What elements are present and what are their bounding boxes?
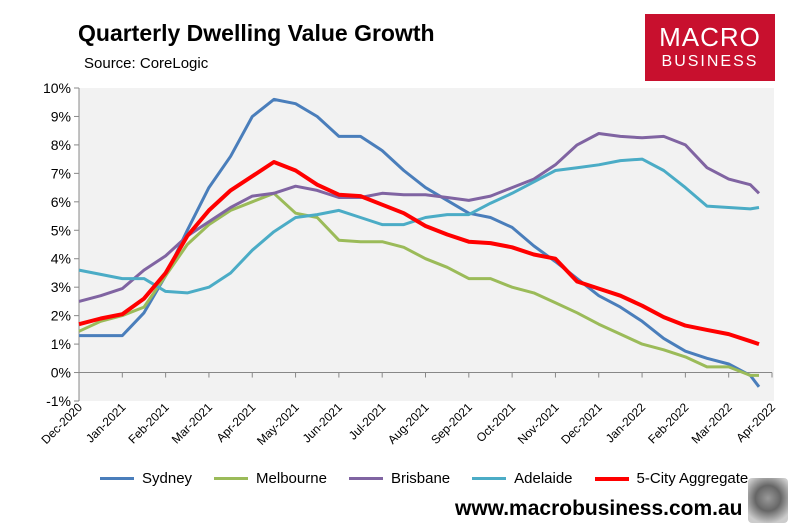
x-tick-label: Oct-2021 — [473, 400, 518, 445]
x-tick-label: Jan-2021 — [83, 400, 129, 446]
y-tick-label: 6% — [51, 194, 71, 210]
legend-label: 5-City Aggregate — [636, 470, 749, 487]
y-tick-label: 5% — [51, 222, 71, 238]
legend-swatch — [594, 476, 629, 481]
macrobusiness-logo: MACRO BUSINESS — [645, 14, 775, 81]
x-tick-label: Apr-2021 — [214, 400, 259, 445]
x-tick-label: Nov-2021 — [515, 400, 562, 447]
legend-item: Brisbane — [348, 470, 451, 487]
chart-title: Quarterly Dwelling Value Growth — [78, 20, 435, 46]
series-line-5-city-aggregate — [78, 160, 760, 346]
legend-label: Melbourne — [256, 470, 327, 487]
legend-item: Sydney — [100, 470, 192, 487]
legend-label: Brisbane — [390, 470, 451, 487]
y-tick-label: 10% — [43, 80, 71, 96]
series-line-adelaide — [78, 157, 760, 295]
legend-swatch — [100, 477, 134, 480]
x-tick-label: Apr-2022 — [733, 400, 778, 445]
x-tick-label: Mar-2022 — [689, 400, 735, 446]
y-tick-label: 9% — [51, 108, 71, 124]
x-tick-label: Aug-2021 — [385, 400, 432, 447]
legend-label: Adelaide — [514, 470, 573, 487]
legend-swatch — [214, 477, 249, 480]
legend-swatch — [472, 477, 507, 480]
y-tick-label: 0% — [51, 365, 71, 381]
y-tick-label: 8% — [51, 137, 71, 153]
x-tick-label: Dec-2021 — [558, 400, 605, 447]
y-tick-label: 1% — [51, 336, 71, 352]
x-tick-label: Jan-2022 — [603, 400, 649, 446]
legend: Sydney Melbourne Brisbane Adelaide 5-City Ag… — [100, 470, 770, 487]
series-line-brisbane — [78, 132, 761, 303]
y-tick-label: 3% — [51, 279, 71, 295]
x-tick-label: Mar-2021 — [169, 400, 215, 446]
footer-url: www.macrobusiness.com.au — [455, 497, 743, 520]
y-tick-label: 7% — [51, 165, 71, 181]
series-line-sydney — [79, 97, 761, 388]
y-tick-label: -1% — [46, 393, 71, 409]
legend-label: Sydney — [142, 470, 193, 487]
y-tick-label: 2% — [51, 308, 71, 324]
legend-item: Melbourne — [214, 470, 327, 487]
x-tick-label: Sep-2021 — [428, 400, 475, 447]
x-tick-label: May-2021 — [254, 400, 302, 448]
x-tick-label: Jun-2021 — [300, 400, 346, 446]
series-line-melbourne — [78, 191, 759, 377]
x-tick-label: Feb-2021 — [126, 400, 172, 446]
chart-subtitle: Source: CoreLogic — [84, 55, 209, 72]
wolf-image — [748, 478, 788, 523]
legend-swatch — [348, 477, 383, 480]
logo-line1: MACRO — [659, 22, 761, 52]
legend-item: Adelaide — [472, 470, 573, 487]
x-tick-label: Jul-2021 — [346, 400, 389, 443]
logo-line2: BUSINESS — [661, 53, 759, 70]
legend-item: 5-City Aggregate — [594, 470, 749, 487]
x-tick-label: Feb-2022 — [645, 400, 691, 446]
y-tick-label: 4% — [51, 251, 71, 267]
